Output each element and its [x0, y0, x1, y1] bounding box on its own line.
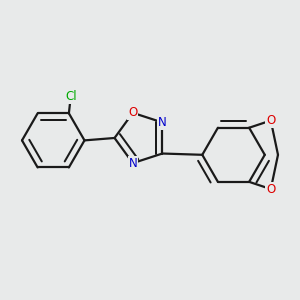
Text: N: N — [158, 116, 167, 129]
Text: Cl: Cl — [65, 90, 77, 103]
Text: O: O — [128, 106, 137, 119]
Text: N: N — [128, 157, 137, 169]
Text: O: O — [266, 114, 275, 127]
Text: O: O — [266, 183, 275, 196]
